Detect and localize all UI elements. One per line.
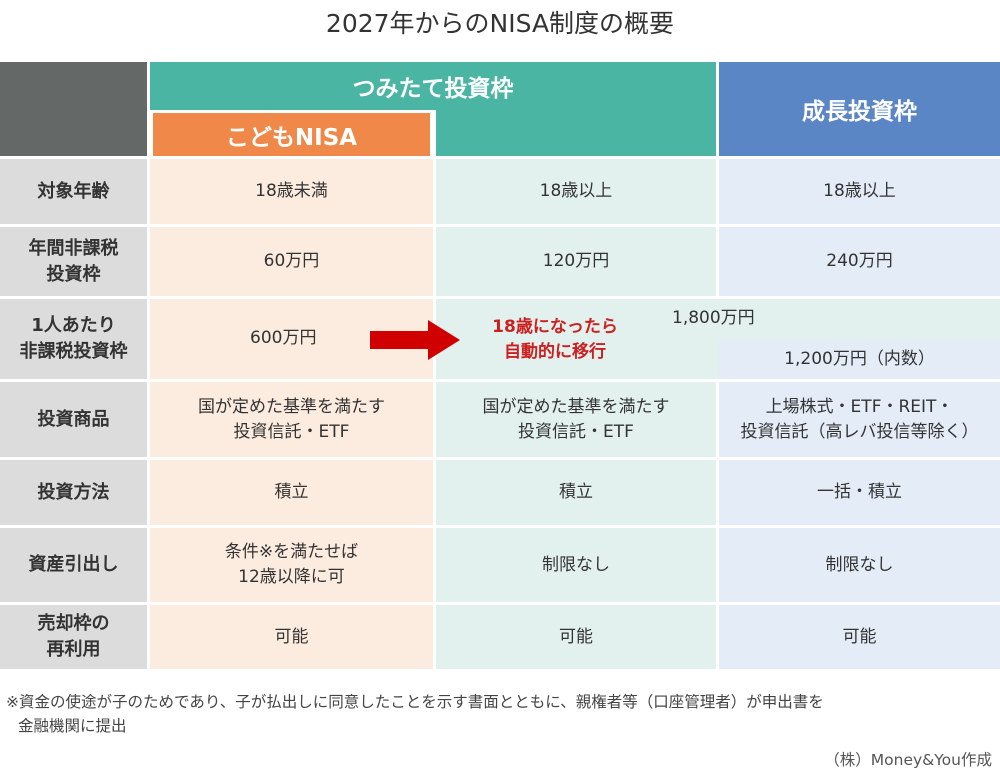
footnote-line1: ※資金の使途が子のためであり、子が払出しに同意したことを示す書面とともに、親権者…: [6, 693, 824, 711]
row-label-lifetime-limit-line2: 非課税投資枠: [19, 341, 128, 362]
cell-age-tsumitate: 18歳以上: [436, 159, 716, 224]
row-label-withdrawal: 資産引出し: [0, 528, 147, 602]
page-title: 2027年からのNISA制度の概要: [325, 9, 675, 38]
cell-annual-tsumitate: 120万円: [436, 227, 716, 296]
transition-note: 18歳になったら 自動的に移行: [470, 315, 640, 365]
row-label-method: 投資方法: [0, 460, 147, 525]
footnote: ※資金の使途が子のためであり、子が払出しに同意したことを示す書面とともに、親権者…: [6, 690, 996, 738]
right-arrow-icon: [370, 320, 460, 360]
cell-method-kodomo: 積立: [150, 460, 433, 525]
row-label-reuse: 売却枠の 再利用: [0, 605, 147, 669]
cell-withdrawal-kodomo-line1: 条件※を満たせば: [224, 542, 359, 562]
cell-method-tsumitate: 積立: [436, 460, 716, 525]
header-tsumitate-extension: [436, 110, 716, 156]
row-label-lifetime-limit-line1: 1人あたり: [31, 315, 116, 336]
cell-products-seicho-line2: 投資信託（高レバ投信等除く）: [740, 421, 979, 442]
row-label-age: 対象年齢: [0, 159, 147, 224]
cell-age-kodomo: 18歳未満: [150, 159, 433, 224]
header-corner: [0, 62, 147, 156]
row-label-annual-limit-line2: 投資枠: [46, 263, 101, 285]
cell-lifetime-kodomo-value: 600万円: [250, 328, 317, 348]
cell-products-seicho-line1: 上場株式・ETF・REIT・: [765, 396, 954, 417]
cell-withdrawal-kodomo: 条件※を満たせば 12歳以降に可: [150, 528, 433, 602]
header-kodomo-nisa: こどもNISA: [150, 110, 433, 156]
transition-note-line1: 18歳になったら: [492, 317, 618, 337]
transition-note-line2: 自動的に移行: [504, 342, 606, 362]
cell-products-kodomo: 国が定めた基準を満たす 投資信託・ETF: [150, 382, 433, 457]
cell-lifetime-seicho-bg: [719, 340, 1000, 379]
cell-products-tsumitate-line2: 投資信託・ETF: [518, 421, 634, 442]
row-label-reuse-line1: 売却枠の: [37, 613, 110, 634]
row-label-annual-limit-line1: 年間非課税: [28, 237, 119, 259]
cell-reuse-kodomo: 可能: [150, 605, 433, 669]
cell-withdrawal-tsumitate: 制限なし: [436, 528, 716, 602]
cell-age-seicho: 18歳以上: [719, 159, 1000, 224]
cell-annual-kodomo: 60万円: [150, 227, 433, 296]
row-label-reuse-line2: 再利用: [46, 639, 101, 660]
header-seicho: 成長投資枠: [719, 62, 1000, 156]
header-tsumitate: つみたて投資枠: [150, 62, 716, 110]
row-label-products: 投資商品: [0, 382, 147, 457]
row-label-lifetime-limit: 1人あたり 非課税投資枠: [0, 299, 147, 379]
cell-method-seicho: 一括・積立: [719, 460, 1000, 525]
cell-products-seicho: 上場株式・ETF・REIT・ 投資信託（高レバ投信等除く）: [719, 382, 1000, 457]
cell-products-tsumitate-line1: 国が定めた基準を満たす: [482, 396, 670, 417]
row-label-annual-limit: 年間非課税 投資枠: [0, 227, 147, 296]
cell-withdrawal-kodomo-line2: 12歳以降に可: [238, 567, 345, 587]
cell-products-tsumitate: 国が定めた基準を満たす 投資信託・ETF: [436, 382, 716, 457]
credit: （株）Money&You作成: [824, 751, 992, 769]
cell-reuse-seicho: 可能: [719, 605, 1000, 669]
cell-lifetime-seicho-value: 1,200万円（内数）: [784, 349, 935, 369]
cell-lifetime-shared-value: 1,800万円: [672, 308, 755, 328]
cell-products-kodomo-line1: 国が定めた基準を満たす: [198, 396, 385, 417]
cell-annual-seicho: 240万円: [719, 227, 1000, 296]
cell-withdrawal-seicho: 制限なし: [719, 528, 1000, 602]
cell-products-kodomo-line2: 投資信託・ETF: [233, 421, 350, 442]
footnote-line2: 金融機関に提出: [18, 717, 127, 735]
cell-reuse-tsumitate: 可能: [436, 605, 716, 669]
